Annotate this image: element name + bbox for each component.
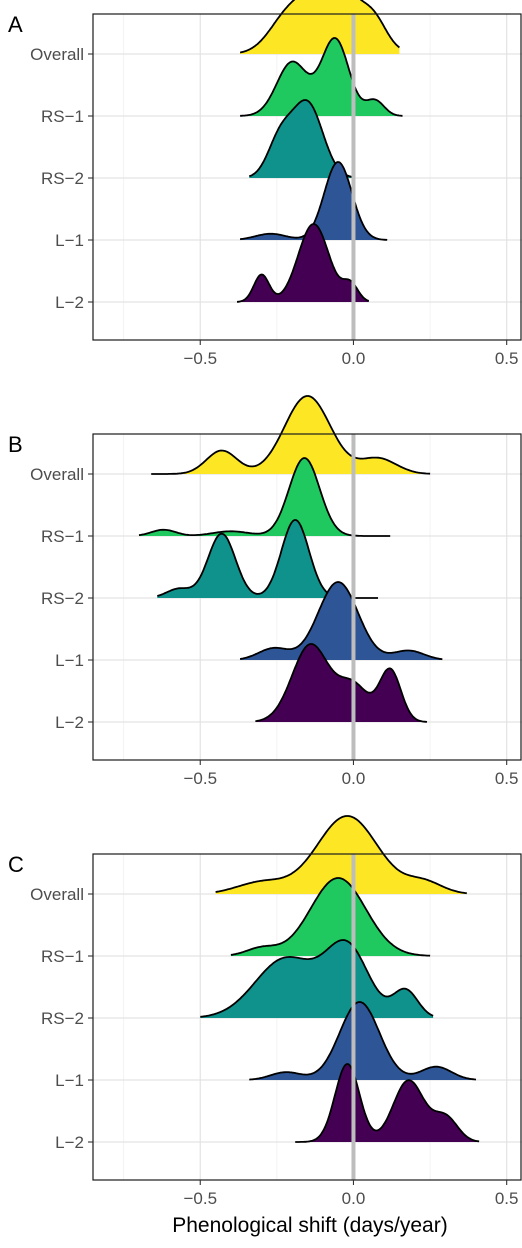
- x-tick-label: 0.0: [342, 769, 366, 788]
- x-tick-label: 0.5: [495, 349, 519, 368]
- ridge-outline-2: [230, 877, 431, 957]
- y-tick-label: Overall: [30, 45, 84, 64]
- y-tick-label: RS−1: [41, 947, 84, 966]
- y-tick-label: L−1: [55, 231, 84, 250]
- y-tick-label: L−2: [55, 293, 84, 312]
- ridge-outline-5: [255, 643, 428, 723]
- y-tick-label: RS−1: [41, 107, 84, 126]
- ridge-fill-2: [240, 38, 403, 116]
- ridge-outline-2: [240, 37, 403, 117]
- y-tick-label: Overall: [30, 465, 84, 484]
- x-tick-label: −0.5: [183, 769, 217, 788]
- panel-frame: [92, 13, 522, 341]
- ridge-outline-4: [249, 1001, 477, 1081]
- y-tick-label: L−1: [55, 1071, 84, 1090]
- ridge-fill-4: [240, 162, 388, 240]
- y-tick-label: RS−1: [41, 527, 84, 546]
- ridge-fill-4: [240, 582, 443, 660]
- panel-frame: [92, 853, 522, 1181]
- x-axis-title: Phenological shift (days/year): [172, 1214, 447, 1237]
- panel-c: Overall RS−1 RS−2 L−1 L−2 −0.5 0.0 0.5 C: [8, 815, 522, 1208]
- panel-b: Overall RS−1 RS−2 L−1 L−2 −0.5 0.0 0.5 B: [8, 395, 522, 788]
- ridge-outline-1: [151, 395, 431, 475]
- x-tick-label: 0.0: [342, 1189, 366, 1208]
- panel-a: Overall RS−1 RS−2 L−1 L−2 −0.5 0.0 0.5 A: [8, 0, 522, 368]
- ridge-fill-2: [139, 458, 391, 536]
- ridge-fill-2: [230, 878, 431, 956]
- ridge-fill-5: [255, 644, 427, 722]
- y-tick-label: L−2: [55, 1133, 84, 1152]
- ridge-fill-1: [240, 0, 400, 54]
- ridge-outline-3: [200, 939, 434, 1018]
- y-tick-label: L−1: [55, 651, 84, 670]
- x-tick-label: 0.5: [495, 1189, 519, 1208]
- ridge-fill-5: [237, 224, 369, 302]
- ridge-fill-4: [249, 1002, 476, 1080]
- y-tick-label: Overall: [30, 885, 84, 904]
- ridge-outline-5: [295, 1063, 480, 1143]
- ridge-fill-3: [157, 520, 378, 598]
- y-tick-label: RS−2: [41, 589, 84, 608]
- x-tick-label: −0.5: [183, 1189, 217, 1208]
- ridge-outline-5: [237, 223, 370, 303]
- ridge-outline-4: [239, 581, 443, 661]
- panel-frame: [92, 433, 522, 761]
- ridge-outline-1: [215, 815, 467, 895]
- x-tick-label: −0.5: [183, 349, 217, 368]
- ridge-fill-5: [295, 1064, 480, 1142]
- y-tick-label: RS−2: [41, 1009, 84, 1028]
- ridge-fill-3: [200, 940, 434, 1018]
- ridge-fill-1: [215, 816, 467, 894]
- y-tick-label: RS−2: [41, 169, 84, 188]
- x-tick-label: 0.0: [342, 349, 366, 368]
- ridge-fill-1: [151, 396, 431, 474]
- y-tick-label: L−2: [55, 713, 84, 732]
- panel-label: A: [8, 12, 23, 37]
- ridge-fill-3: [249, 100, 354, 178]
- panel-label: C: [8, 852, 24, 877]
- panel-label: B: [8, 432, 23, 457]
- ridge-outline-1: [239, 0, 400, 54]
- ridge-outline-2: [138, 457, 391, 537]
- x-tick-label: 0.5: [495, 769, 519, 788]
